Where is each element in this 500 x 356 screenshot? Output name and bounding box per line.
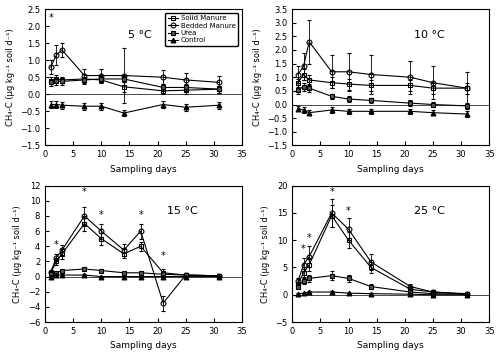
Text: *: * <box>346 206 351 216</box>
Legend: Solid Manure, Bedded Manure, Urea, Control: Solid Manure, Bedded Manure, Urea, Contr… <box>165 12 238 46</box>
X-axis label: Sampling days: Sampling days <box>110 165 177 174</box>
X-axis label: Sampling days: Sampling days <box>358 341 424 350</box>
Text: *: * <box>54 240 58 250</box>
Text: *: * <box>330 187 334 197</box>
Text: *: * <box>48 13 53 23</box>
Text: 15 °C: 15 °C <box>167 206 198 216</box>
X-axis label: Sampling days: Sampling days <box>110 341 177 350</box>
Text: 5 °C: 5 °C <box>128 30 152 40</box>
Text: *: * <box>307 233 312 243</box>
Y-axis label: CH₄-C (μg kg⁻¹ soil d⁻¹): CH₄-C (μg kg⁻¹ soil d⁻¹) <box>260 205 270 303</box>
Text: *: * <box>138 210 143 220</box>
Text: 10 °C: 10 °C <box>414 30 445 40</box>
Text: *: * <box>161 251 166 261</box>
Y-axis label: CH₄-C (μg kg⁻¹ soil d⁻¹): CH₄-C (μg kg⁻¹ soil d⁻¹) <box>14 205 22 303</box>
X-axis label: Sampling days: Sampling days <box>358 165 424 174</box>
Text: *: * <box>99 210 103 220</box>
Text: *: * <box>301 244 306 254</box>
Text: 25 °C: 25 °C <box>414 206 445 216</box>
Y-axis label: CH₄-C (μg kg⁻¹ soil d⁻¹): CH₄-C (μg kg⁻¹ soil d⁻¹) <box>6 28 15 126</box>
Text: *: * <box>82 187 87 197</box>
Y-axis label: CH₄-C (μg kg⁻¹ soil d⁻¹): CH₄-C (μg kg⁻¹ soil d⁻¹) <box>253 28 262 126</box>
